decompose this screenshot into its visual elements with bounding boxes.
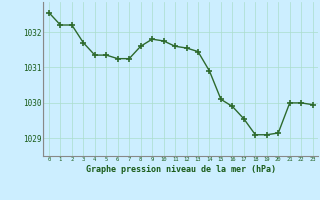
X-axis label: Graphe pression niveau de la mer (hPa): Graphe pression niveau de la mer (hPa)	[86, 165, 276, 174]
